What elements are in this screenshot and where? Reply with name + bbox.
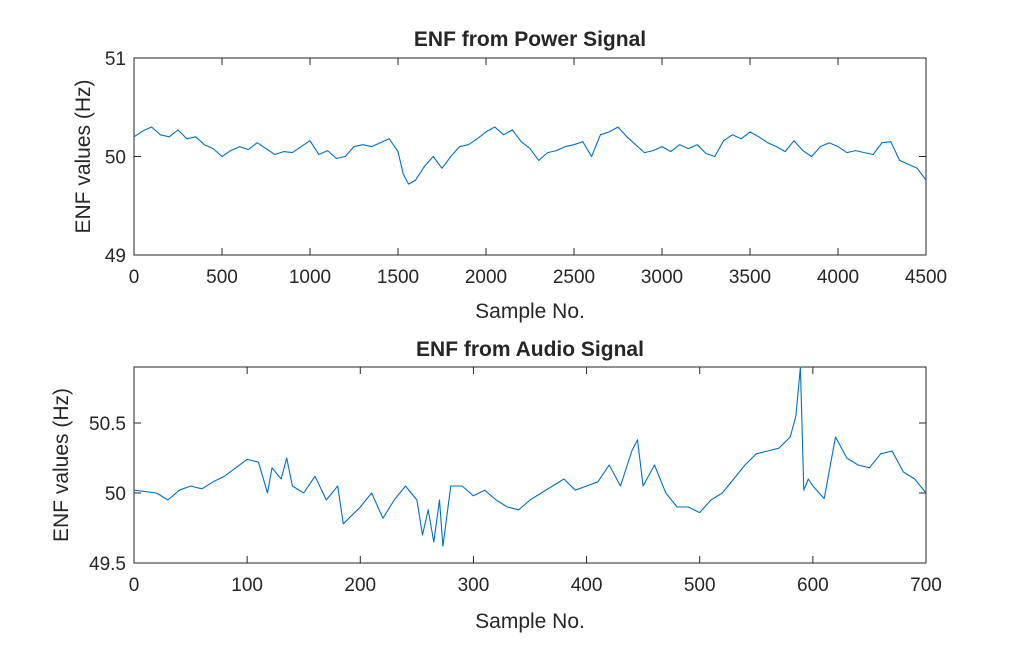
power-enf-series-line [133,126,927,185]
audio-x-ticks: 0 100 200 300 400 500 600 700 [129,367,942,596]
audio-enf-series-line [133,366,927,547]
power-x-tick-label: 3000 [641,267,683,288]
audio-x-tick-label: 0 [129,575,140,596]
power-x-tick-label: 2500 [553,267,595,288]
power-x-tick-label: 4500 [905,267,947,288]
audio-x-tick-label: 400 [571,575,603,596]
audio-x-axis-label: Sample No. [475,610,585,633]
audio-x-tick-label: 300 [458,575,490,596]
audio-y-tick-label: 50 [105,484,126,505]
power-plot-area [133,57,927,256]
power-y-axis-label: ENF values (Hz) [72,79,95,233]
power-y-tick-label: 49 [105,246,126,267]
power-x-tick-label: 1500 [377,267,419,288]
power-x-tick-label: 500 [206,267,238,288]
power-x-tick-label: 3500 [729,267,771,288]
power-x-tick-label: 1000 [289,267,331,288]
audio-y-ticks: 49.5 50 50.5 [89,414,926,575]
power-y-tick-label: 50 [105,148,126,169]
audio-y-tick-label: 50.5 [89,414,126,435]
audio-chart-title: ENF from Audio Signal [416,338,644,361]
power-y-ticks: 49 50 51 [105,49,926,267]
power-x-axis-label: Sample No. [475,300,585,323]
audio-x-tick-label: 500 [684,575,716,596]
audio-x-tick-label: 100 [231,575,263,596]
power-chart-title: ENF from Power Signal [414,28,646,51]
audio-signal-axes: ENF from Audio Signal Sample No. ENF val… [50,338,942,633]
power-x-tick-label: 2000 [465,267,507,288]
audio-plot-area [133,366,927,564]
audio-x-tick-label: 700 [910,575,942,596]
power-signal-axes: ENF from Power Signal Sample No. ENF val… [72,28,947,323]
power-x-tick-label: 0 [129,267,140,288]
power-x-ticks: 0 500 1000 1500 2000 2500 3000 3500 4000 4500 [129,58,947,288]
audio-x-tick-label: 600 [797,575,829,596]
power-x-tick-label: 4000 [817,267,859,288]
power-y-tick-label: 51 [105,49,126,70]
audio-x-tick-label: 200 [344,575,376,596]
audio-y-axis-label: ENF values (Hz) [50,388,73,542]
audio-y-tick-label: 49.5 [89,554,126,575]
